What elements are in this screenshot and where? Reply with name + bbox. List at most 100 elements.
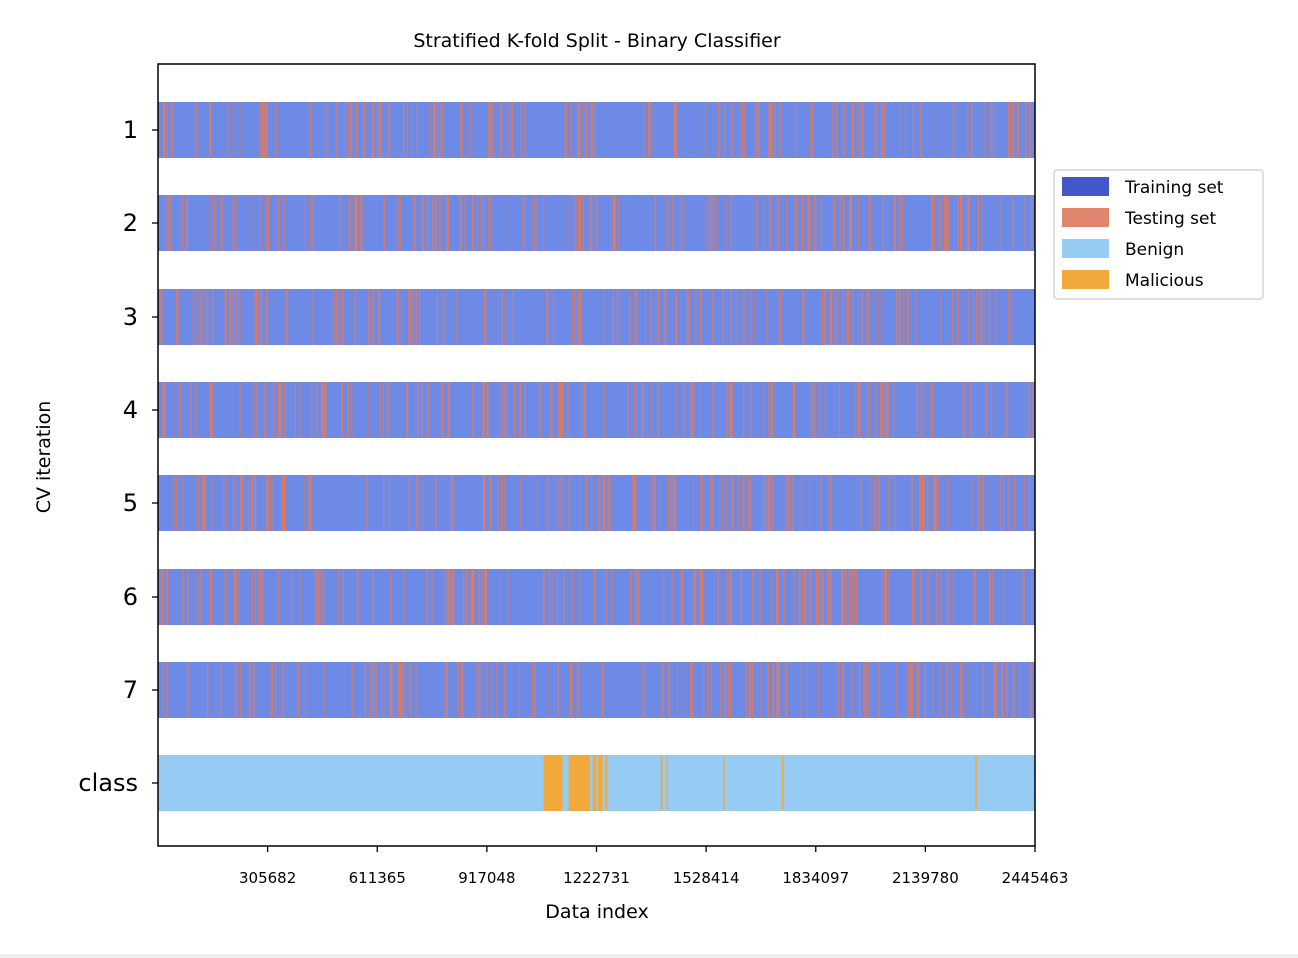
test-stripe [408,289,410,345]
test-stripe [406,382,408,438]
test-stripe [404,569,406,625]
test-stripe [643,102,645,158]
test-stripe [851,569,854,625]
test-stripe [602,662,604,718]
test-stripe [233,475,235,531]
test-stripe [579,195,581,251]
test-stripe [252,475,254,531]
test-stripe [848,289,850,345]
test-stripe [722,289,724,345]
test-stripe [904,102,907,158]
test-stripe [228,289,232,345]
test-stripe [209,102,212,158]
test-stripe [594,569,596,625]
test-stripe [485,569,487,625]
test-stripe [633,382,636,438]
test-stripe [1005,382,1007,438]
test-stripe [940,289,942,345]
test-stripe [737,475,739,531]
test-stripe [195,475,198,531]
test-stripe [995,662,997,718]
test-stripe [400,195,402,251]
test-stripe [271,662,273,718]
test-stripe [162,382,166,438]
test-stripe [676,102,678,158]
test-stripe [460,195,462,251]
test-stripe [572,289,574,345]
test-stripe [862,289,864,345]
test-stripe [726,569,728,625]
test-stripe [304,195,306,251]
test-stripe [378,289,380,345]
test-stripe [882,195,884,251]
test-stripe [534,662,536,718]
training-bar [158,475,1035,531]
test-stripe [945,195,948,251]
test-stripe [524,195,526,251]
test-stripe [356,102,358,158]
test-stripe [209,382,213,438]
test-stripe [659,475,661,531]
test-stripe [935,569,938,625]
test-stripe [571,569,574,625]
test-stripe [657,382,660,438]
test-stripe [450,475,453,531]
test-stripe [993,102,995,158]
test-stripe [740,569,742,625]
test-stripe [472,382,474,438]
test-stripe [590,102,592,158]
test-stripe [239,289,241,345]
test-stripe [484,382,486,438]
test-stripe [220,195,223,251]
test-stripe [585,475,587,531]
test-stripe [439,195,441,251]
test-stripe [499,382,501,438]
test-stripe [770,569,772,625]
test-stripe [372,569,374,625]
test-stripe [869,382,871,438]
test-stripe [793,569,795,625]
test-stripe [850,195,853,251]
test-stripe [912,102,914,158]
y-tick-label: 1 [123,116,138,144]
test-stripe [286,289,288,345]
test-stripe [638,569,640,625]
test-stripe [601,662,603,718]
test-stripe [213,195,216,251]
test-stripe [720,662,722,718]
test-stripe [603,382,606,438]
test-stripe [223,475,225,531]
test-stripe [776,569,778,625]
test-stripe [389,662,393,718]
test-stripe [999,475,1002,531]
test-stripe [815,569,818,625]
test-stripe [608,475,612,531]
test-stripe [967,102,969,158]
malicious-segment [666,755,668,811]
test-stripe [840,195,842,251]
test-stripe [519,475,522,531]
test-stripe [379,382,382,438]
test-stripe [548,475,551,531]
test-stripe [910,475,914,531]
test-stripe [182,475,184,531]
test-stripe [499,102,503,158]
test-stripe [657,289,659,345]
test-stripe [681,569,683,625]
test-stripe [568,382,570,438]
row-5 [158,475,1035,531]
test-stripe [902,289,906,345]
test-stripe [417,382,419,438]
test-stripe [634,289,636,345]
test-stripe [970,102,973,158]
test-stripe [642,382,644,438]
test-stripe [354,289,356,345]
test-stripe [490,475,492,531]
test-stripe [1032,382,1034,438]
test-stripe [225,475,227,531]
test-stripe [265,102,268,158]
test-stripe [399,662,402,718]
test-stripe [481,382,483,438]
test-stripe [552,569,554,625]
test-stripe [1029,102,1031,158]
